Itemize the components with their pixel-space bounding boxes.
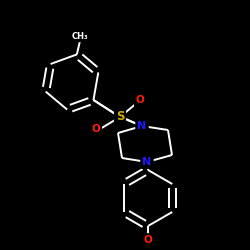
- Text: O: O: [136, 95, 144, 105]
- Text: O: O: [92, 124, 100, 134]
- Text: N: N: [142, 157, 152, 167]
- Text: N: N: [142, 157, 152, 167]
- Text: N: N: [138, 121, 146, 131]
- Text: O: O: [144, 235, 152, 245]
- Text: N: N: [138, 120, 146, 130]
- Text: O: O: [92, 124, 100, 134]
- Text: N: N: [138, 121, 146, 131]
- Text: N: N: [138, 121, 146, 131]
- Text: O: O: [136, 95, 144, 105]
- Text: O: O: [92, 124, 100, 134]
- Text: S: S: [116, 110, 124, 124]
- Text: O: O: [136, 95, 144, 105]
- Text: N: N: [142, 157, 152, 167]
- Text: N: N: [142, 157, 152, 167]
- Text: S: S: [116, 110, 124, 124]
- Text: CH₃: CH₃: [72, 32, 88, 41]
- Text: O: O: [144, 235, 152, 245]
- Text: S: S: [116, 110, 124, 124]
